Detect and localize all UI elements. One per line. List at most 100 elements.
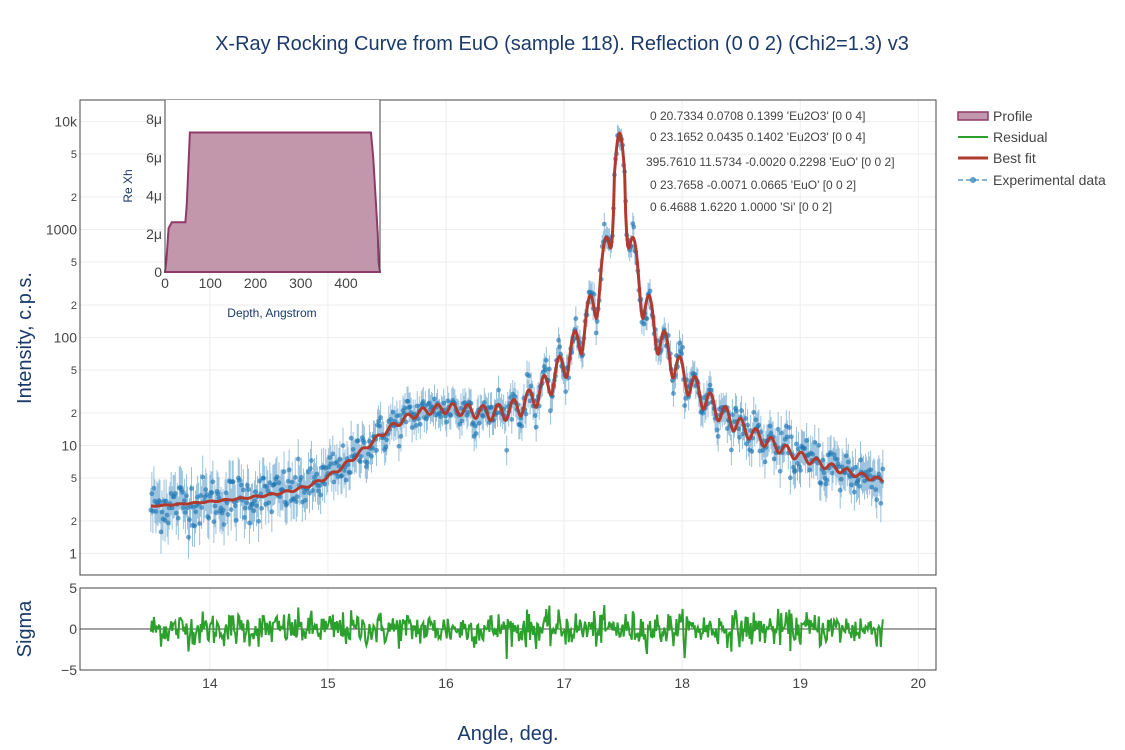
experimental-point bbox=[211, 519, 217, 525]
experimental-point bbox=[786, 425, 792, 430]
best-fit-layer bbox=[150, 131, 884, 508]
experimental-point bbox=[169, 505, 175, 511]
experimental-point bbox=[444, 419, 450, 425]
experimental-point bbox=[309, 458, 314, 463]
legend-item-residual[interactable]: Residual bbox=[958, 129, 1047, 145]
experimental-point bbox=[527, 398, 533, 404]
experimental-point bbox=[878, 500, 884, 506]
experimental-point bbox=[179, 489, 185, 495]
experimental-point bbox=[542, 367, 548, 373]
profile-swatch-icon bbox=[957, 111, 989, 121]
residual-plot-frame bbox=[79, 587, 937, 671]
experimental-point bbox=[230, 479, 236, 485]
legend-item-best-fit[interactable]: Best fit bbox=[958, 150, 1036, 166]
main-plot-frame bbox=[79, 99, 937, 576]
experimental-point bbox=[390, 409, 396, 415]
experimental-point bbox=[834, 457, 840, 462]
experimental-point bbox=[838, 476, 844, 482]
experimental-point bbox=[845, 459, 851, 465]
experimental-point bbox=[149, 491, 155, 497]
experimental-point bbox=[199, 505, 205, 510]
experimental-point bbox=[543, 357, 549, 363]
inset-y-tick-label: 2μ bbox=[146, 226, 162, 242]
experimental-point bbox=[295, 456, 301, 462]
experimental-point bbox=[189, 486, 194, 491]
experimental-point bbox=[322, 481, 328, 487]
experimental-point bbox=[858, 457, 863, 463]
experimental-point bbox=[512, 394, 518, 399]
experimental-point bbox=[378, 415, 384, 420]
experimental-point bbox=[314, 471, 319, 477]
experimental-point bbox=[873, 487, 879, 492]
experimental-point bbox=[734, 408, 739, 414]
experimental-point bbox=[318, 492, 324, 498]
experimental-point bbox=[361, 440, 367, 446]
experimental-point bbox=[504, 447, 510, 453]
experimental-point bbox=[594, 319, 600, 324]
experimental-point bbox=[187, 517, 192, 523]
experimental-point bbox=[413, 423, 419, 428]
y-minor-tick-label: 2 bbox=[71, 300, 77, 312]
experimental-point bbox=[285, 478, 291, 484]
legend-item-profile[interactable]: Profile bbox=[957, 108, 1033, 124]
inset-x-tick-label: 200 bbox=[244, 275, 268, 291]
experimental-point bbox=[252, 498, 257, 504]
experimental-point bbox=[459, 418, 465, 424]
x-tick-label: 20 bbox=[911, 675, 927, 691]
experimental-point bbox=[241, 514, 247, 520]
experimental-point bbox=[407, 404, 413, 410]
experimental-point bbox=[824, 477, 830, 483]
experimental-point bbox=[476, 420, 482, 426]
experimental-point bbox=[823, 481, 829, 487]
experimental-point bbox=[692, 371, 698, 377]
experimental-point bbox=[532, 413, 538, 419]
inset-y-tick-label: 0 bbox=[154, 264, 162, 280]
residual-y-tick-label: 5 bbox=[69, 580, 77, 596]
legend-label: Experimental data bbox=[993, 172, 1106, 188]
experimental-point bbox=[369, 453, 374, 459]
experimental-point bbox=[164, 512, 170, 518]
experimental-point bbox=[857, 483, 862, 489]
experimental-point bbox=[173, 510, 179, 516]
experimental-point bbox=[159, 509, 165, 515]
y-tick-label: 10k bbox=[54, 114, 78, 130]
experimental-point bbox=[489, 404, 494, 410]
inset-x-tick-label: 100 bbox=[199, 275, 223, 291]
x-tick-labels: 14 15 16 17 18 19 20 bbox=[202, 675, 926, 691]
experimental-point bbox=[377, 423, 382, 429]
experimental-point bbox=[224, 500, 230, 506]
experimental-point bbox=[180, 505, 186, 511]
experimental-point bbox=[788, 434, 794, 440]
profile-area bbox=[163, 131, 382, 273]
layer-annotations: 0 20.7334 0.0708 0.1399 'Eu2O3' [0 0 4] … bbox=[646, 109, 895, 214]
experimental-point bbox=[289, 479, 295, 485]
inset-y-tick-label: 4μ bbox=[146, 188, 162, 204]
residual-plot: 5 0 −5 bbox=[61, 580, 937, 678]
legend-item-experimental[interactable]: Experimental data bbox=[958, 172, 1106, 188]
experimental-point bbox=[856, 477, 861, 483]
experimental-point bbox=[812, 439, 818, 445]
experimental-point bbox=[328, 461, 334, 467]
experimental-point bbox=[339, 473, 345, 478]
experimental-point bbox=[787, 475, 793, 481]
experimental-point bbox=[225, 512, 231, 517]
experimental-point bbox=[317, 483, 323, 489]
y-minor-tick-label: 5 bbox=[71, 257, 77, 269]
experimental-point bbox=[644, 316, 650, 322]
experimental-point bbox=[341, 468, 347, 474]
legend-label: Best fit bbox=[993, 150, 1036, 166]
experimental-point bbox=[193, 509, 198, 515]
experimental-point bbox=[707, 382, 713, 388]
experimental-point bbox=[775, 426, 781, 432]
experimental-point bbox=[647, 288, 653, 294]
experimental-point bbox=[215, 491, 221, 497]
experimental-point bbox=[760, 447, 766, 453]
y-tick-label: 100 bbox=[54, 330, 78, 346]
experimental-point bbox=[867, 473, 873, 478]
experimental-point bbox=[308, 466, 313, 471]
experimental-point bbox=[162, 517, 168, 523]
experimental-point bbox=[465, 409, 471, 415]
experimental-point bbox=[200, 474, 206, 480]
